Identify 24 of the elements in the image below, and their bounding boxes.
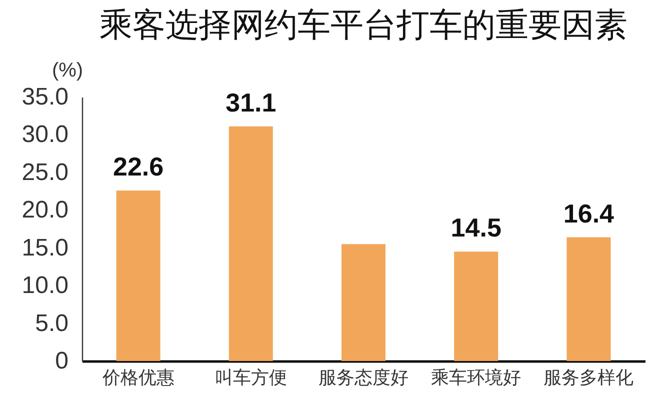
y-tick-label: 30.0 [22, 121, 68, 148]
bar [454, 252, 498, 361]
y-tick-label: 0 [55, 348, 68, 374]
bar [116, 190, 160, 361]
y-tick-label: 25.0 [22, 158, 68, 186]
y-tick-label: 5.0 [35, 310, 68, 337]
bar [566, 237, 611, 361]
x-tick-label: 乘车环境好 [431, 368, 522, 388]
x-tick-label: 服务态度好 [318, 368, 408, 388]
x-tick-label: 服务多样化 [544, 368, 634, 388]
x-tick-label: 价格优惠 [101, 368, 174, 388]
y-axis-title: (%) [52, 60, 84, 82]
data-label: 14.5 [450, 212, 502, 243]
data-label: 22.6 [112, 152, 164, 182]
data-label: 31.1 [226, 87, 276, 118]
data-label: 16.4 [563, 198, 615, 228]
y-tick-label: 10.0 [22, 272, 68, 300]
x-tick-label: 叫车方便 [214, 368, 287, 388]
y-tick-label: 20.0 [22, 196, 68, 224]
y-tick-label: 15.0 [22, 234, 68, 262]
bar [228, 126, 273, 361]
y-tick-label: 35.0 [22, 84, 68, 110]
bar [342, 244, 386, 361]
chart-title: 乘客选择网约车平台打车的重要因素 [100, 6, 628, 43]
